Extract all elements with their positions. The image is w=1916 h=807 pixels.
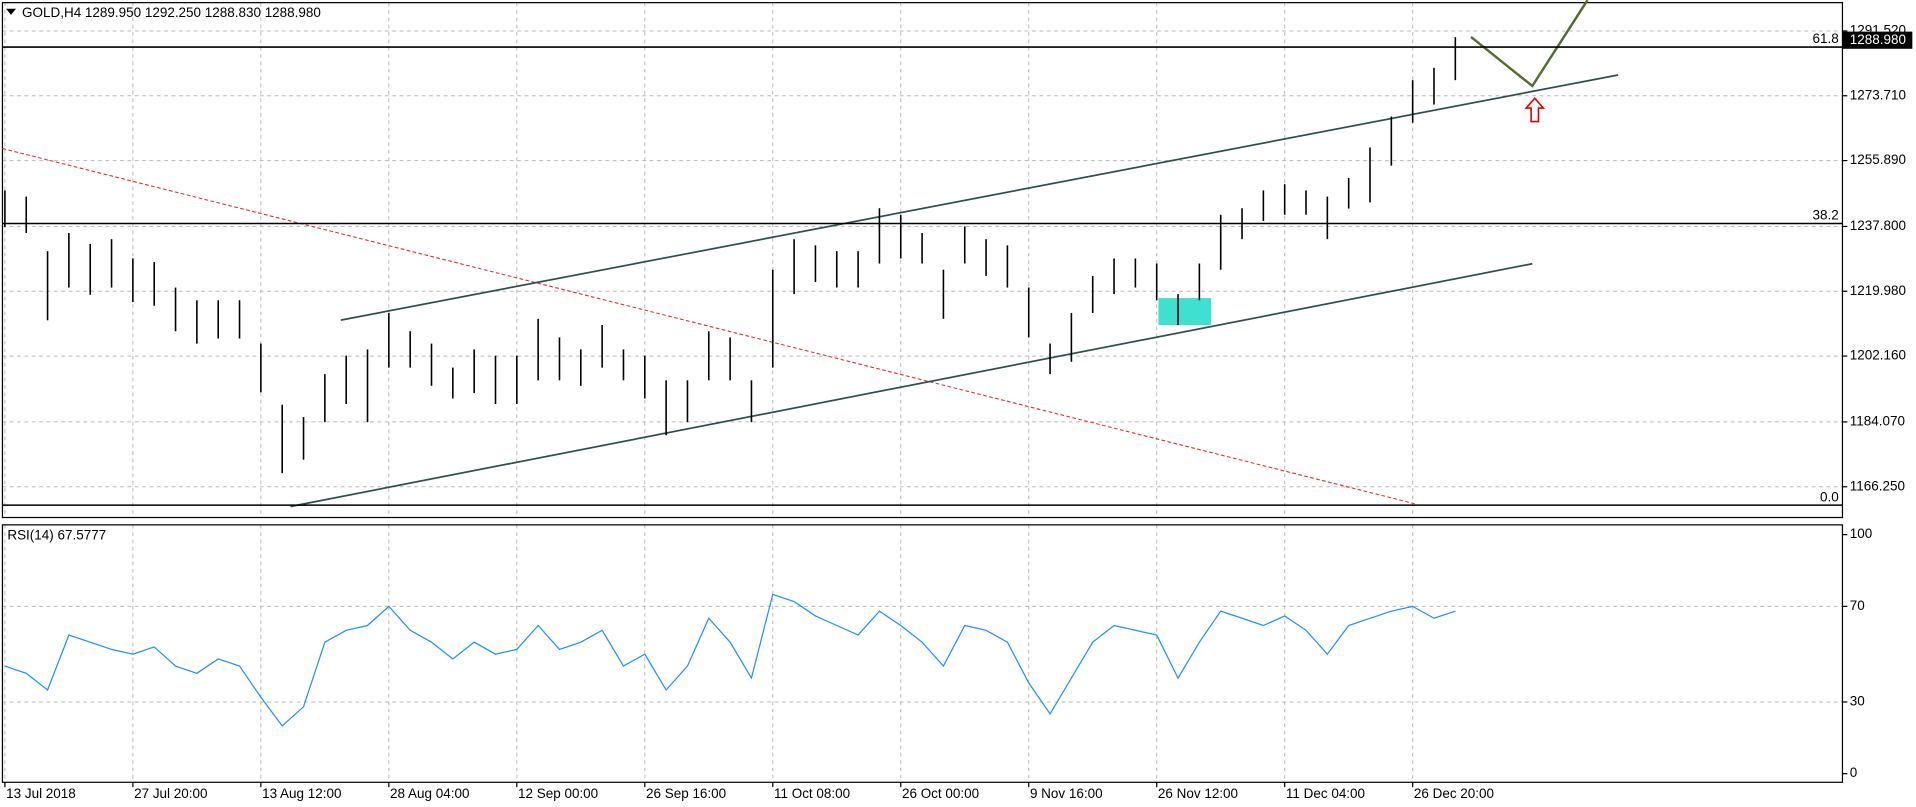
rsi-title: RSI(14) 67.5777 bbox=[7, 527, 106, 542]
rsi-pane bbox=[1, 524, 1844, 783]
level-label: 38.2 bbox=[1813, 208, 1839, 223]
y-tick-label: 1237.800 bbox=[1850, 218, 1906, 233]
menu-triangle bbox=[6, 8, 16, 15]
y-tick-label: 1166.250 bbox=[1850, 478, 1905, 493]
zone bbox=[1158, 298, 1212, 326]
last-price-box bbox=[1842, 31, 1913, 49]
x-tick-label: 13 Aug 12:00 bbox=[262, 786, 341, 801]
rsi-line bbox=[4, 593, 1456, 727]
x-tick-label: 26 Sep 16:00 bbox=[646, 786, 726, 801]
x-tick-label: 26 Oct 00:00 bbox=[902, 786, 979, 801]
x-tick-label: 28 Aug 04:00 bbox=[390, 786, 469, 801]
level-label: 61.8 bbox=[1813, 31, 1839, 46]
x-tick-label: 26 Nov 12:00 bbox=[1158, 786, 1238, 801]
chart-title: GOLD,H4 1289.950 1292.250 1288.830 1288.… bbox=[22, 5, 321, 20]
last-price-label: 1288.980 bbox=[1850, 32, 1906, 47]
y-tick-label: 0 bbox=[1850, 765, 1858, 780]
channel-upper bbox=[340, 74, 1619, 321]
y-tick-label: 1219.980 bbox=[1850, 283, 1906, 298]
x-tick-label: 13 Jul 2018 bbox=[6, 786, 76, 801]
trend-line bbox=[2, 147, 1416, 505]
y-tick-label: 1184.070 bbox=[1850, 413, 1905, 428]
y-tick-label: 1273.710 bbox=[1850, 87, 1906, 102]
axes: 1291.5201273.7101255.8901237.8001219.980… bbox=[4, 23, 1913, 801]
x-tick-label: 12 Sep 00:00 bbox=[518, 786, 598, 801]
y-tick-label: 100 bbox=[1850, 526, 1872, 541]
fib-levels: 61.8 38.2 0.0 bbox=[2, 31, 1843, 506]
y-tick-label: 1202.160 bbox=[1850, 348, 1906, 363]
channel-lower bbox=[290, 262, 1533, 508]
price-pane bbox=[1, 2, 1844, 519]
x-tick-label: 11 Oct 08:00 bbox=[774, 786, 850, 801]
y-tick-label: 1255.890 bbox=[1850, 152, 1906, 167]
x-tick-label: 26 Dec 20:00 bbox=[1414, 786, 1494, 801]
x-tick-label: 27 Jul 20:00 bbox=[134, 786, 207, 801]
level-label: 0.0 bbox=[1820, 489, 1839, 504]
x-tick-label: 11 Dec 04:00 bbox=[1286, 786, 1365, 801]
y-tick-label: 30 bbox=[1850, 694, 1865, 709]
x-tick-label: 9 Nov 16:00 bbox=[1030, 786, 1103, 801]
price-bars bbox=[4, 37, 1457, 727]
projection bbox=[1470, 0, 1589, 88]
arrow-up bbox=[1524, 97, 1546, 123]
y-tick-label: 70 bbox=[1850, 598, 1865, 613]
